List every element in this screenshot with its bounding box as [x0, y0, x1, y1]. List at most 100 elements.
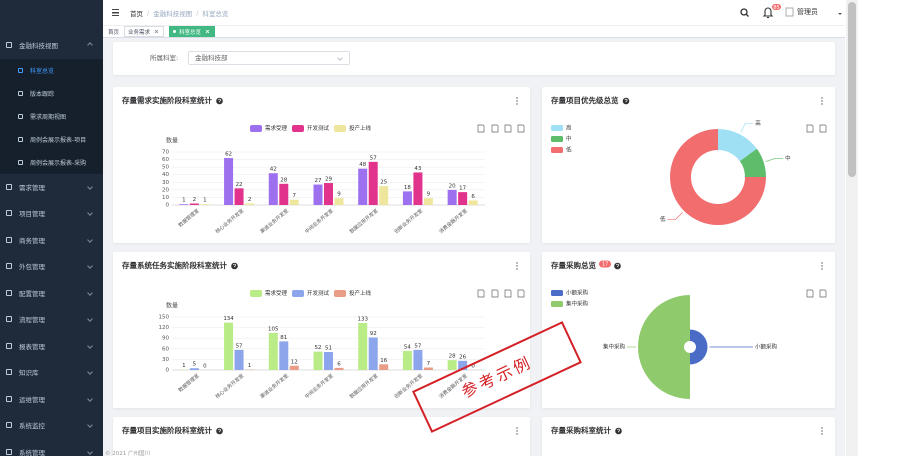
more-dot[interactable]: [821, 265, 823, 267]
menu-item[interactable]: 报表管理: [0, 333, 103, 360]
y-tick-label: 10: [162, 195, 169, 201]
breadcrumb-item[interactable]: 首页: [130, 9, 143, 18]
menu-item[interactable]: 项目管理: [0, 200, 103, 227]
y-tick-label: 50: [162, 165, 169, 171]
tab[interactable]: 首页: [108, 28, 119, 36]
scrollbar-thumb[interactable]: [848, 2, 856, 177]
search-icon[interactable]: [740, 8, 749, 17]
menu-item[interactable]: 运维管理: [0, 386, 103, 413]
menu-item[interactable]: 流程管理: [0, 306, 103, 333]
more-dot[interactable]: [821, 430, 823, 432]
submenu-item[interactable]: 科室总览: [0, 58, 103, 82]
more-dot[interactable]: [821, 268, 823, 270]
more-dot[interactable]: [821, 262, 823, 264]
submenu-item[interactable]: 需求周期视图: [0, 104, 103, 128]
chart-card: 存量项目实施阶段科室统计: [113, 417, 530, 456]
bell-icon[interactable]: [762, 7, 774, 19]
hamburger[interactable]: [112, 9, 119, 16]
menu-label: 系统监控: [19, 422, 45, 431]
toolbox-icon[interactable]: [806, 124, 814, 133]
menu-label: 需求管理: [19, 183, 45, 192]
data-label: 1: [248, 363, 252, 369]
help-icon[interactable]: [216, 427, 223, 435]
more-dot[interactable]: [516, 427, 518, 429]
more-dot[interactable]: [516, 430, 518, 432]
submenu-item[interactable]: 周例会展示报表-采购: [0, 150, 103, 174]
bar: [313, 184, 323, 205]
toolbox-shape: [517, 124, 525, 133]
toolbox-icon[interactable]: [806, 289, 814, 298]
menu-item[interactable]: 需求管理: [0, 174, 103, 201]
pie-slice: [718, 129, 757, 162]
user-name[interactable]: 管理员: [797, 8, 818, 16]
toolbox-icon[interactable]: [819, 124, 827, 133]
toolbox-icon[interactable]: [477, 289, 485, 298]
submenu-item[interactable]: 周例会展示报表-项目: [0, 127, 103, 151]
tab[interactable]: 科室总览: [169, 26, 216, 37]
menu-item[interactable]: 配置管理: [0, 280, 103, 307]
card-title: 存量采购科室统计: [550, 425, 611, 435]
help-icon[interactable]: [622, 97, 630, 105]
more-dot[interactable]: [821, 103, 823, 105]
toolbox-icon[interactable]: [504, 289, 512, 298]
menu-icon: [18, 159, 23, 165]
toolbox-icon[interactable]: [477, 124, 485, 133]
menu-icon: [6, 289, 12, 296]
x-tick-label: 创新业务开发室: [393, 207, 424, 235]
more-dot[interactable]: [821, 433, 823, 435]
tab[interactable]: 业务需求: [124, 26, 165, 37]
menu-item[interactable]: 外包管理: [0, 253, 103, 280]
bar: [289, 365, 299, 370]
help-icon[interactable]: [216, 97, 223, 105]
avatar-icon[interactable]: [785, 7, 794, 17]
more-dot[interactable]: [516, 97, 518, 99]
menu-item[interactable]: 金融科技视图: [0, 32, 103, 59]
bar: [413, 349, 423, 370]
help-icon[interactable]: [615, 427, 622, 435]
menu-icon: [6, 236, 12, 243]
y-tick-label: 90: [162, 336, 169, 342]
filter-select[interactable]: 金融科技部: [188, 51, 350, 65]
more-dot[interactable]: [821, 427, 823, 429]
submenu-item[interactable]: 版本跟踪: [0, 81, 103, 105]
more-dot[interactable]: [516, 103, 518, 105]
more-dot[interactable]: [821, 100, 823, 102]
toolbox-shape: [517, 289, 525, 298]
x-tick-label: 消费金融开发室: [438, 207, 469, 235]
data-label: 0: [203, 364, 207, 370]
more-dot[interactable]: [516, 262, 518, 264]
menu-label: 商务管理: [19, 236, 45, 245]
menu-item[interactable]: 知识库: [0, 359, 103, 386]
breadcrumb-item[interactable]: 金融科技视图: [153, 9, 193, 18]
x-tick-label: 数据应用开发室: [348, 372, 379, 400]
help-icon[interactable]: [231, 262, 238, 270]
toolbox-icon[interactable]: [491, 124, 499, 133]
toolbox-icon[interactable]: [819, 289, 827, 298]
y-tick-label: 30: [162, 180, 169, 186]
more-dot[interactable]: [516, 268, 518, 270]
tab-close[interactable]: [204, 28, 211, 35]
menu-item[interactable]: 商务管理: [0, 227, 103, 254]
more-dot[interactable]: [516, 265, 518, 267]
chart-card: 存量采购总览 17 小额采购 集中采购 小额采购 集中采购: [542, 252, 835, 408]
label-line: [765, 158, 784, 162]
tab-close[interactable]: [153, 28, 160, 35]
menu-label: 科室总览: [30, 67, 55, 75]
legend-swatch: [334, 290, 346, 297]
bar: [224, 158, 234, 205]
toolbox-icon[interactable]: [504, 124, 512, 133]
more-dot[interactable]: [516, 433, 518, 435]
more-dot[interactable]: [821, 97, 823, 99]
bar: [279, 341, 289, 370]
more-dot[interactable]: [516, 100, 518, 102]
y-tick-label: 60: [162, 346, 169, 352]
toolbox-icon[interactable]: [517, 289, 525, 298]
toolbox-icon[interactable]: [491, 289, 499, 298]
help-icon[interactable]: [614, 262, 621, 270]
menu-item[interactable]: 系统监控: [0, 412, 103, 439]
data-label: 62: [225, 152, 232, 158]
toolbox-icon[interactable]: [517, 124, 525, 133]
data-label: 28: [280, 177, 287, 183]
menu-item[interactable]: 系统管理: [0, 439, 103, 456]
